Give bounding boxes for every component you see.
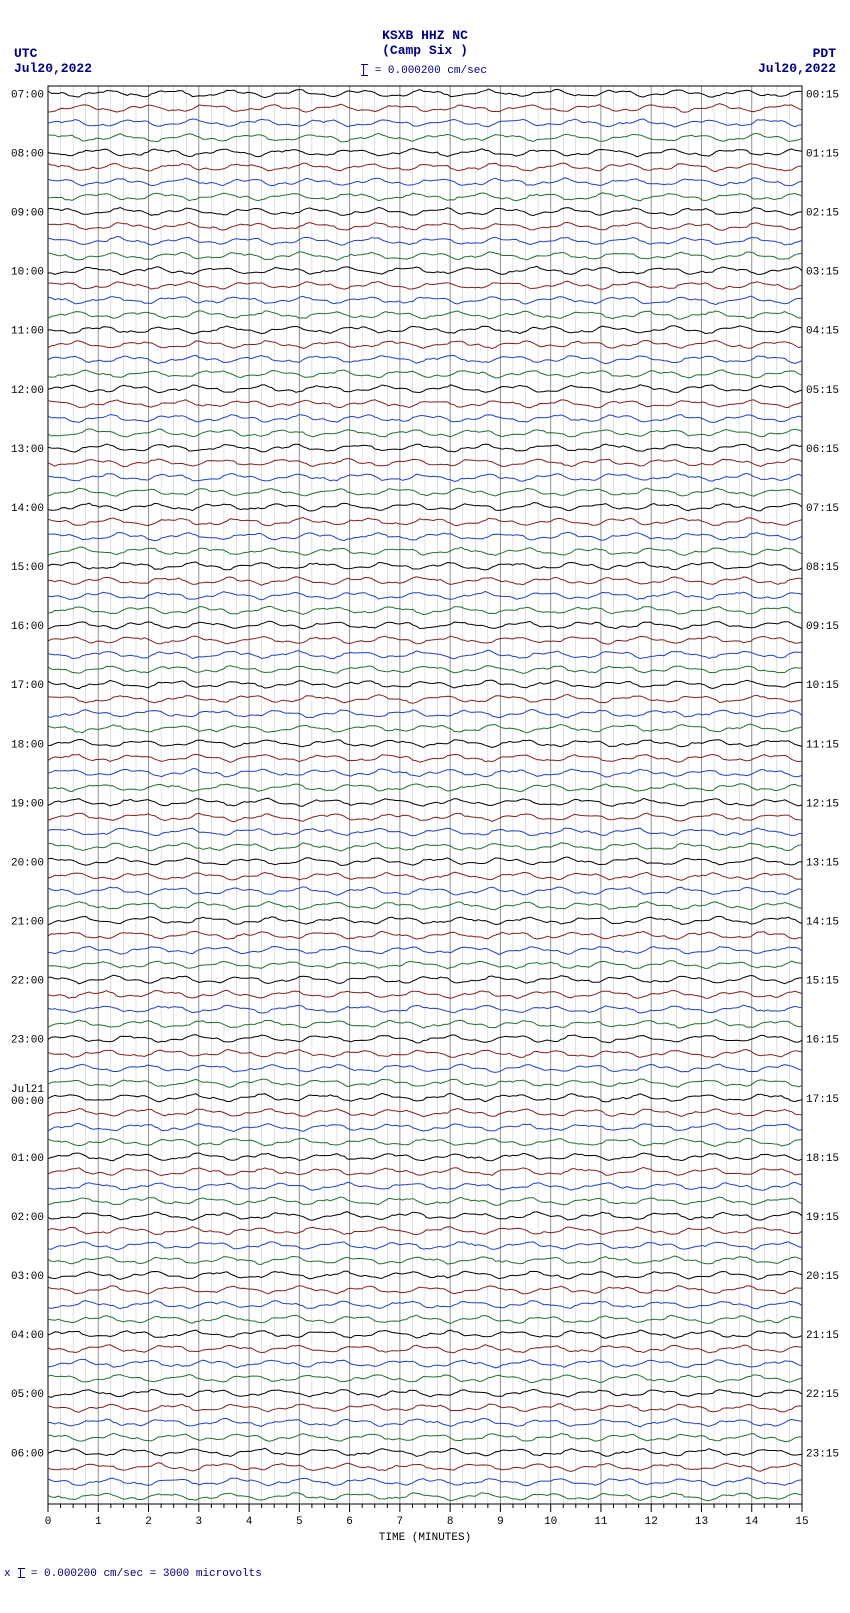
svg-text:11: 11 [594, 1516, 608, 1528]
svg-text:04:00: 04:00 [11, 1330, 44, 1342]
svg-text:15:00: 15:00 [11, 562, 44, 574]
station-code: KSXB HHZ NC [382, 28, 468, 43]
svg-text:13: 13 [695, 1516, 708, 1528]
svg-text:19:15: 19:15 [806, 1212, 839, 1224]
svg-text:14: 14 [745, 1516, 759, 1528]
svg-text:11:15: 11:15 [806, 739, 839, 751]
svg-text:0: 0 [45, 1516, 52, 1528]
svg-text:20:00: 20:00 [11, 857, 44, 869]
svg-text:2: 2 [145, 1516, 152, 1528]
chart-header: UTC Jul20,2022 KSXB HHZ NC (Camp Six ) P… [0, 0, 850, 80]
svg-text:18:15: 18:15 [806, 1153, 839, 1165]
svg-text:1: 1 [95, 1516, 102, 1528]
svg-text:16:15: 16:15 [806, 1035, 839, 1047]
svg-text:21:00: 21:00 [11, 917, 44, 929]
svg-text:TIME (MINUTES): TIME (MINUTES) [379, 1532, 471, 1544]
svg-text:23:15: 23:15 [806, 1448, 839, 1460]
svg-text:09:00: 09:00 [11, 208, 44, 220]
header-right: PDT Jul20,2022 [758, 46, 836, 76]
svg-text:9: 9 [497, 1516, 504, 1528]
scale-indicator: = 0.000200 cm/sec [363, 64, 487, 77]
footer-bar-icon [20, 1568, 21, 1578]
seismogram-svg: 0123456789101112131415TIME (MINUTES)07:0… [0, 80, 850, 1560]
pdt-date: Jul20,2022 [758, 61, 836, 76]
svg-text:08:00: 08:00 [11, 148, 44, 160]
svg-text:12:15: 12:15 [806, 798, 839, 810]
svg-text:23:00: 23:00 [11, 1035, 44, 1047]
utc-label: UTC [14, 46, 92, 61]
svg-text:00:00: 00:00 [11, 1096, 44, 1108]
header-left: UTC Jul20,2022 [14, 46, 92, 76]
svg-text:7: 7 [397, 1516, 404, 1528]
svg-text:16:00: 16:00 [11, 621, 44, 633]
svg-text:14:00: 14:00 [11, 503, 44, 515]
svg-text:22:00: 22:00 [11, 976, 44, 988]
svg-text:20:15: 20:15 [806, 1271, 839, 1283]
svg-text:09:15: 09:15 [806, 621, 839, 633]
svg-text:Jul21: Jul21 [11, 1084, 44, 1096]
station-name: (Camp Six ) [382, 43, 468, 58]
svg-text:18:00: 18:00 [11, 739, 44, 751]
svg-text:02:15: 02:15 [806, 208, 839, 220]
svg-text:12: 12 [645, 1516, 658, 1528]
svg-text:15:15: 15:15 [806, 976, 839, 988]
scale-bar-icon [363, 64, 364, 76]
svg-text:17:15: 17:15 [806, 1094, 839, 1106]
svg-text:15: 15 [795, 1516, 808, 1528]
svg-text:07:15: 07:15 [806, 503, 839, 515]
svg-text:03:15: 03:15 [806, 267, 839, 279]
svg-text:19:00: 19:00 [11, 798, 44, 810]
footer-scale: x = 0.000200 cm/sec = 3000 microvolts [0, 1560, 850, 1580]
svg-text:10:00: 10:00 [11, 267, 44, 279]
svg-text:04:15: 04:15 [806, 326, 839, 338]
utc-date: Jul20,2022 [14, 61, 92, 76]
svg-text:8: 8 [447, 1516, 454, 1528]
svg-text:01:15: 01:15 [806, 148, 839, 160]
seismogram-plot: 0123456789101112131415TIME (MINUTES)07:0… [0, 80, 850, 1560]
svg-text:05:15: 05:15 [806, 385, 839, 397]
svg-text:4: 4 [246, 1516, 253, 1528]
svg-text:02:00: 02:00 [11, 1212, 44, 1224]
svg-text:01:00: 01:00 [11, 1153, 44, 1165]
svg-text:17:00: 17:00 [11, 680, 44, 692]
svg-text:11:00: 11:00 [11, 326, 44, 338]
header-center: KSXB HHZ NC (Camp Six ) [382, 28, 468, 58]
footer-text: = 0.000200 cm/sec = 3000 microvolts [31, 1568, 262, 1580]
svg-text:05:00: 05:00 [11, 1389, 44, 1401]
footer-prefix: x [4, 1568, 11, 1580]
svg-text:07:00: 07:00 [11, 89, 44, 101]
svg-text:21:15: 21:15 [806, 1330, 839, 1342]
svg-text:03:00: 03:00 [11, 1271, 44, 1283]
svg-text:12:00: 12:00 [11, 385, 44, 397]
svg-text:13:15: 13:15 [806, 857, 839, 869]
svg-text:10:15: 10:15 [806, 680, 839, 692]
pdt-label: PDT [758, 46, 836, 61]
svg-text:22:15: 22:15 [806, 1389, 839, 1401]
svg-text:00:15: 00:15 [806, 89, 839, 101]
svg-text:08:15: 08:15 [806, 562, 839, 574]
svg-text:5: 5 [296, 1516, 303, 1528]
svg-text:13:00: 13:00 [11, 444, 44, 456]
svg-text:06:15: 06:15 [806, 444, 839, 456]
svg-text:06:00: 06:00 [11, 1448, 44, 1460]
svg-text:3: 3 [195, 1516, 202, 1528]
svg-text:14:15: 14:15 [806, 917, 839, 929]
scale-text: = 0.000200 cm/sec [375, 65, 487, 77]
svg-text:6: 6 [346, 1516, 353, 1528]
svg-text:10: 10 [544, 1516, 557, 1528]
